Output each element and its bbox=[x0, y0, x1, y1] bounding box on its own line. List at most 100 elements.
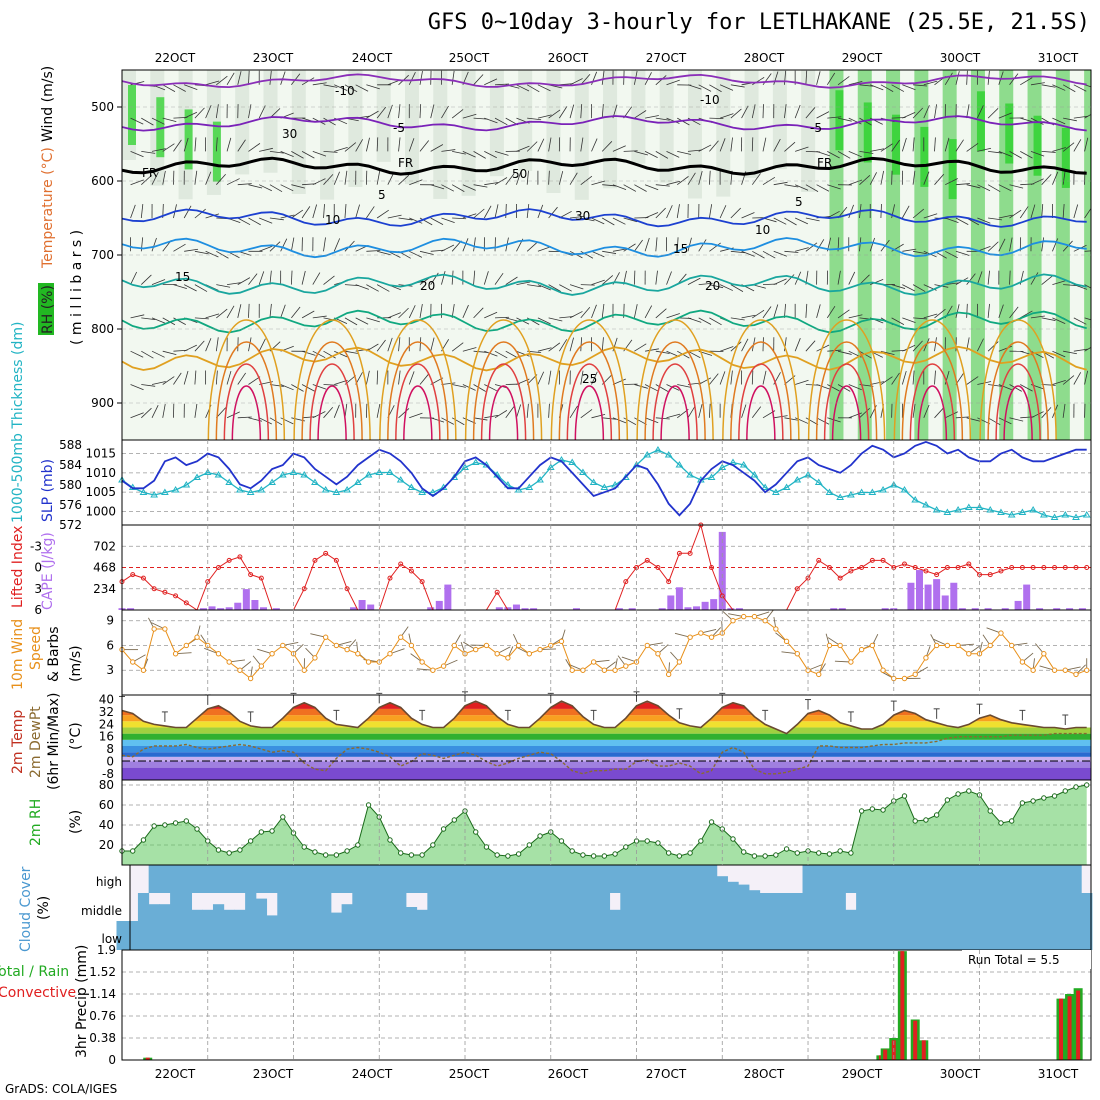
wind-barb bbox=[569, 78, 583, 86]
wind-barb bbox=[527, 117, 542, 121]
cloud-bar bbox=[620, 921, 632, 950]
wind-barb bbox=[644, 305, 653, 319]
wind-barb bbox=[269, 384, 284, 387]
cloud-bar bbox=[277, 865, 289, 893]
wind-barb bbox=[805, 70, 808, 85]
li-marker bbox=[387, 575, 393, 581]
wind-barb bbox=[870, 381, 884, 385]
cloud-bar bbox=[652, 865, 664, 893]
wind-barb bbox=[709, 117, 724, 120]
cape-bar bbox=[881, 608, 889, 610]
li-marker bbox=[398, 561, 404, 567]
wind-barb bbox=[837, 76, 850, 86]
cloud-bar bbox=[641, 921, 653, 950]
cloud-bar bbox=[974, 921, 986, 950]
cloud-bar bbox=[598, 865, 611, 893]
rh-marker bbox=[933, 812, 940, 818]
wind-barb bbox=[773, 181, 788, 186]
cloud-level-high: high bbox=[96, 875, 122, 889]
rh-shade bbox=[744, 70, 759, 178]
wind-barb bbox=[484, 182, 499, 186]
cloud-bar bbox=[866, 865, 879, 893]
wind-barb bbox=[1073, 84, 1087, 92]
cloud-bar bbox=[491, 921, 503, 950]
precip-ylabel-conv: Convective bbox=[0, 985, 76, 1001]
cloud-bar bbox=[555, 921, 568, 950]
wind-marker bbox=[869, 642, 876, 649]
cloud-bar bbox=[534, 921, 546, 950]
rh-area bbox=[122, 785, 1087, 865]
wind-barb bbox=[205, 313, 220, 319]
cloud-bar bbox=[352, 921, 364, 950]
wind-barb bbox=[334, 147, 348, 152]
wind-barb bbox=[216, 308, 228, 319]
rh-tick-label: 40 bbox=[99, 818, 114, 832]
wind-barb bbox=[923, 171, 930, 185]
cloud-bar bbox=[384, 893, 396, 921]
slp-ylabel: SLP (mb) bbox=[40, 459, 56, 522]
temp-band bbox=[122, 733, 1091, 740]
wind-barb bbox=[419, 217, 433, 226]
date-label-top: 29OCT bbox=[842, 51, 883, 65]
cloud-bar bbox=[1027, 921, 1039, 950]
isotherm-label: 20 bbox=[705, 279, 720, 293]
rh-marker bbox=[355, 842, 361, 848]
thickness-series-line bbox=[121, 449, 1087, 519]
wind-marker bbox=[848, 659, 854, 665]
wind-barb bbox=[376, 170, 381, 185]
cloud-bar bbox=[877, 893, 889, 921]
cloud-bar bbox=[191, 921, 203, 950]
wind-barb bbox=[913, 84, 928, 87]
cloud-bar bbox=[1006, 865, 1018, 893]
rh-marker bbox=[451, 817, 457, 823]
wind-barb bbox=[730, 317, 745, 321]
cloud-bar bbox=[727, 921, 739, 950]
cloud-bar bbox=[1016, 865, 1029, 893]
cloud-bar bbox=[277, 921, 289, 950]
wind-marker bbox=[762, 618, 768, 624]
wind-barb bbox=[880, 143, 893, 152]
wind-tick-label: 6 bbox=[106, 638, 114, 652]
wind-marker bbox=[387, 651, 393, 657]
wind-barb bbox=[451, 270, 454, 285]
temp-tick-label: 32 bbox=[99, 705, 114, 719]
wind-barb bbox=[1063, 117, 1077, 122]
date-label-bottom: 26OCT bbox=[548, 1067, 589, 1081]
li-marker bbox=[848, 568, 854, 574]
li-marker bbox=[666, 579, 672, 585]
cloud-bar bbox=[706, 865, 718, 893]
wind-barb bbox=[269, 151, 284, 154]
cloud-bar bbox=[266, 915, 278, 921]
cloud-bar bbox=[159, 904, 171, 921]
wind-barb bbox=[601, 70, 605, 85]
thickness-marker bbox=[782, 483, 791, 490]
wind-barb bbox=[1020, 77, 1033, 86]
wind-barb bbox=[880, 376, 893, 385]
wind-barb bbox=[1041, 204, 1044, 219]
precip-convective-bar bbox=[1058, 998, 1063, 1060]
wind-barb bbox=[966, 142, 979, 152]
cloud-bar bbox=[191, 909, 203, 921]
wind-barb bbox=[462, 213, 477, 219]
cloud-bar bbox=[931, 865, 943, 893]
wind-marker bbox=[440, 663, 447, 669]
cloud-bar bbox=[459, 893, 471, 921]
wind-barb bbox=[859, 175, 871, 185]
wind-barb bbox=[591, 138, 598, 152]
wind-barb bbox=[966, 70, 968, 85]
wind-barb bbox=[548, 317, 563, 322]
wind-barb bbox=[859, 84, 874, 87]
wind-barb bbox=[730, 250, 745, 254]
wind-barb bbox=[387, 312, 401, 319]
wind-barb bbox=[537, 84, 551, 92]
wind-ylabel-1: 10m Wind bbox=[10, 619, 26, 690]
cloud-bar bbox=[459, 865, 471, 893]
li-marker bbox=[880, 557, 886, 563]
wind-barb bbox=[408, 138, 415, 152]
wind-barb bbox=[998, 238, 1006, 252]
thickness-tick-label: 572 bbox=[59, 518, 82, 532]
wind-barb bbox=[655, 308, 667, 319]
li-marker bbox=[794, 586, 800, 592]
wind-barb bbox=[934, 173, 945, 185]
